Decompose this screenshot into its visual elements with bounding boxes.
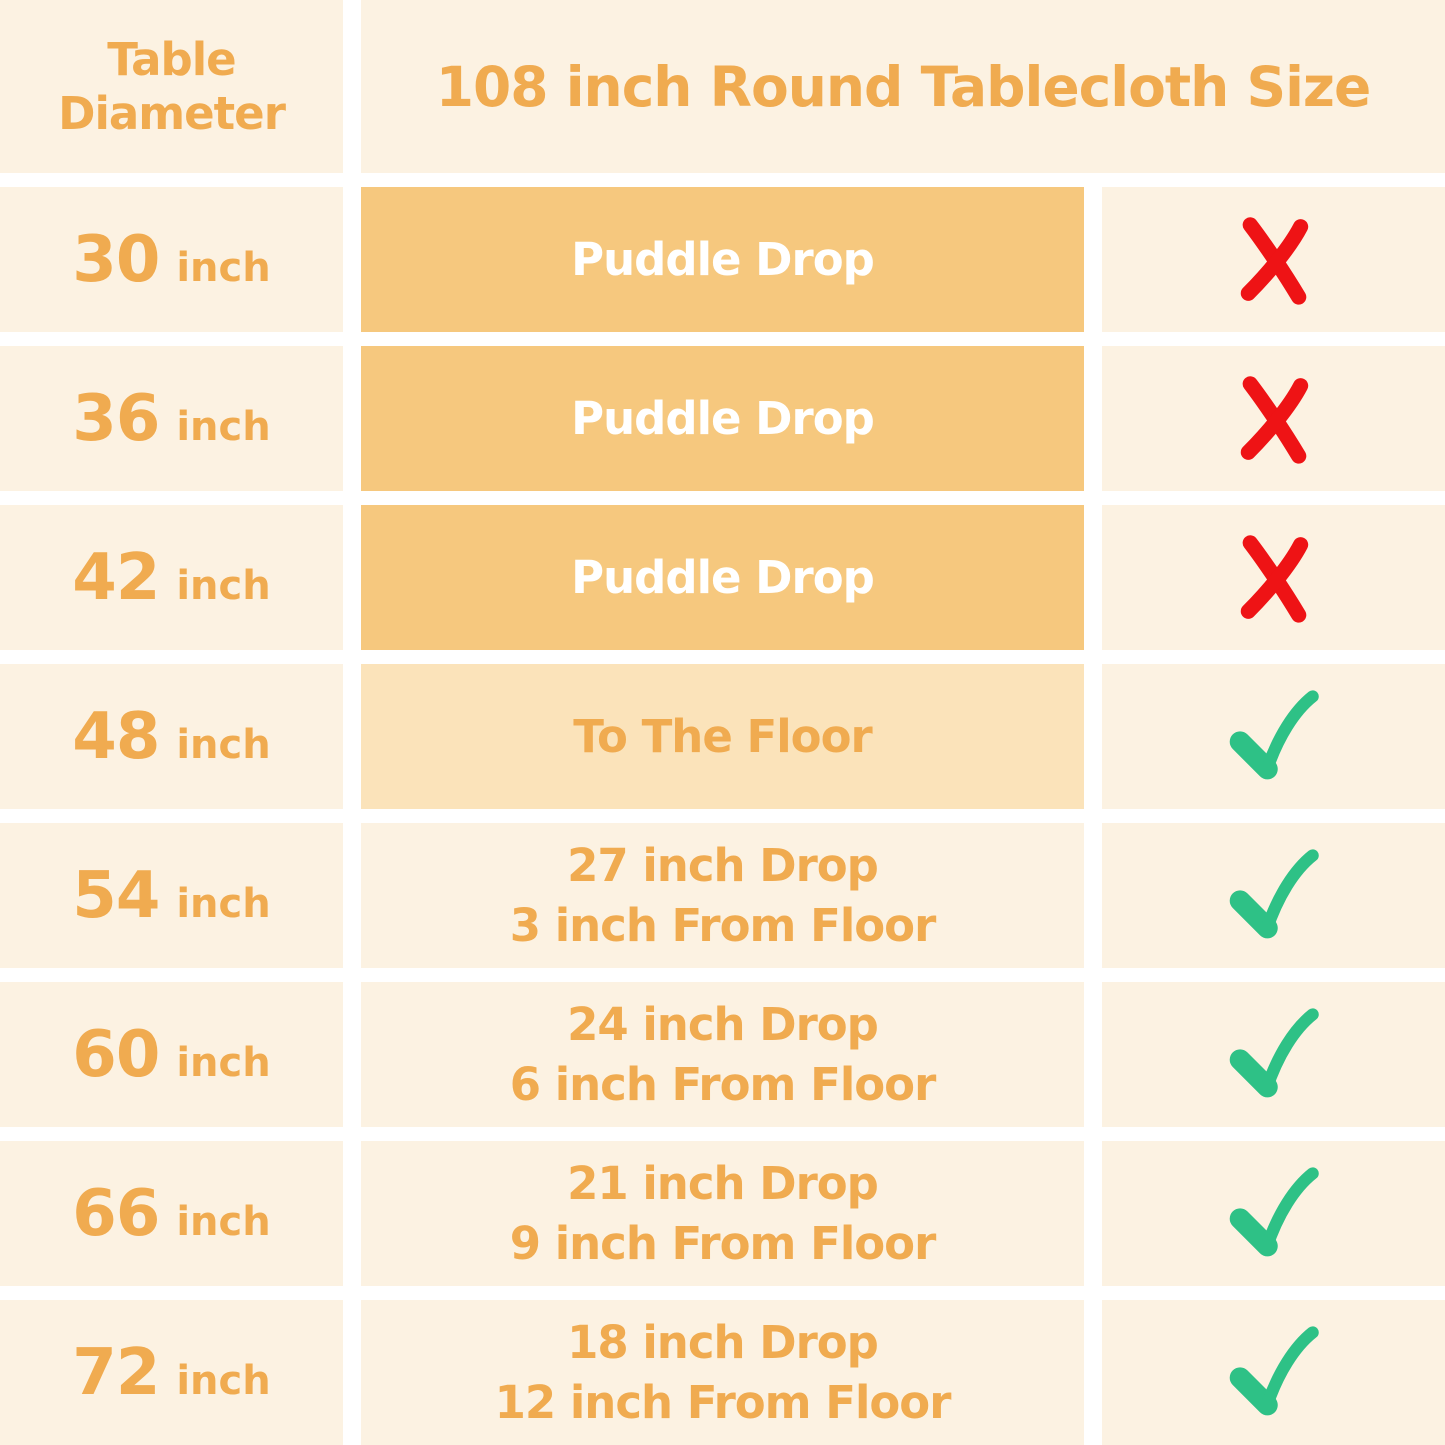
- fit-cell-48: To The Floor: [361, 664, 1084, 809]
- x-mark-icon: [1240, 534, 1308, 623]
- fit-line2: 6 inch From Floor: [509, 1057, 937, 1111]
- x-mark-icon: [1240, 375, 1308, 464]
- header-cell-table-diameter: Table Diameter: [0, 0, 343, 173]
- diameter-unit: inch: [176, 1039, 271, 1086]
- check-mark-icon: [1229, 848, 1319, 938]
- mark-cell-72: [1102, 1300, 1445, 1445]
- diameter-unit: inch: [176, 562, 271, 609]
- fit-line1: 18 inch Drop: [567, 1316, 879, 1370]
- diameter-value: 60: [72, 1017, 160, 1092]
- fit-label: To The Floor: [573, 707, 872, 766]
- fit-cell-72: 18 inch Drop 12 inch From Floor: [361, 1300, 1084, 1445]
- fit-line1: 27 inch Drop: [567, 839, 879, 893]
- diameter-unit: inch: [176, 403, 271, 450]
- diameter-label: 30 inch: [72, 223, 270, 297]
- mark-cell-36: [1102, 346, 1445, 491]
- check-mark-icon: [1229, 1007, 1319, 1097]
- x-mark-icon: [1240, 216, 1308, 305]
- diameter-label: 54 inch: [72, 859, 270, 933]
- table-diameter-heading: Table Diameter: [58, 33, 286, 140]
- fit-cell-30: Puddle Drop: [361, 187, 1084, 332]
- header-cell-title: 108 inch Round Tablecloth Size: [361, 0, 1445, 173]
- fit-line1: Puddle Drop: [571, 550, 875, 604]
- diameter-cell-42: 42 inch: [0, 505, 343, 650]
- diameter-unit: inch: [176, 880, 271, 927]
- fit-line1: Puddle Drop: [571, 232, 875, 286]
- table-diameter-heading-line2: Diameter: [58, 86, 286, 140]
- diameter-unit: inch: [176, 1357, 271, 1404]
- mark-cell-54: [1102, 823, 1445, 968]
- diameter-unit: inch: [176, 1198, 271, 1245]
- diameter-value: 42: [72, 540, 160, 615]
- fit-label: Puddle Drop: [571, 548, 875, 607]
- fit-line1: To The Floor: [573, 709, 872, 763]
- fit-line2: 3 inch From Floor: [509, 898, 937, 952]
- fit-line1: 21 inch Drop: [567, 1157, 879, 1211]
- chart-title: 108 inch Round Tablecloth Size: [435, 54, 1372, 119]
- diameter-value: 66: [72, 1176, 160, 1251]
- fit-cell-36: Puddle Drop: [361, 346, 1084, 491]
- diameter-cell-72: 72 inch: [0, 1300, 343, 1445]
- diameter-cell-30: 30 inch: [0, 187, 343, 332]
- fit-line1: Puddle Drop: [571, 391, 875, 445]
- check-mark-icon: [1229, 1166, 1319, 1256]
- diameter-label: 60 inch: [72, 1018, 270, 1092]
- fit-label: Puddle Drop: [571, 389, 875, 448]
- fit-label: 21 inch Drop 9 inch From Floor: [509, 1154, 937, 1273]
- diameter-cell-54: 54 inch: [0, 823, 343, 968]
- diameter-value: 54: [72, 858, 160, 933]
- diameter-label: 48 inch: [72, 700, 270, 774]
- fit-cell-54: 27 inch Drop 3 inch From Floor: [361, 823, 1084, 968]
- diameter-label: 72 inch: [72, 1336, 270, 1410]
- diameter-cell-36: 36 inch: [0, 346, 343, 491]
- diameter-label: 66 inch: [72, 1177, 270, 1251]
- fit-cell-66: 21 inch Drop 9 inch From Floor: [361, 1141, 1084, 1286]
- fit-line1: 24 inch Drop: [567, 998, 879, 1052]
- mark-cell-42: [1102, 505, 1445, 650]
- fit-line2: 12 inch From Floor: [494, 1375, 952, 1429]
- diameter-label: 36 inch: [72, 382, 270, 456]
- fit-label: Puddle Drop: [571, 230, 875, 289]
- diameter-value: 30: [72, 222, 160, 297]
- mark-cell-30: [1102, 187, 1445, 332]
- mark-cell-66: [1102, 1141, 1445, 1286]
- mark-cell-60: [1102, 982, 1445, 1127]
- diameter-unit: inch: [176, 721, 271, 768]
- fit-label: 18 inch Drop 12 inch From Floor: [494, 1313, 952, 1432]
- diameter-unit: inch: [176, 244, 271, 291]
- diameter-label: 42 inch: [72, 541, 270, 615]
- fit-label: 27 inch Drop 3 inch From Floor: [509, 836, 937, 955]
- diameter-cell-60: 60 inch: [0, 982, 343, 1127]
- fit-cell-42: Puddle Drop: [361, 505, 1084, 650]
- fit-cell-60: 24 inch Drop 6 inch From Floor: [361, 982, 1084, 1127]
- fit-label: 24 inch Drop 6 inch From Floor: [509, 995, 937, 1114]
- diameter-value: 36: [72, 381, 160, 456]
- fit-line2: 9 inch From Floor: [509, 1216, 937, 1270]
- table-diameter-heading-line1: Table: [107, 33, 236, 87]
- diameter-value: 72: [72, 1335, 160, 1410]
- diameter-cell-48: 48 inch: [0, 664, 343, 809]
- mark-cell-48: [1102, 664, 1445, 809]
- diameter-value: 48: [72, 699, 160, 774]
- check-mark-icon: [1229, 689, 1319, 779]
- check-mark-icon: [1229, 1325, 1319, 1415]
- diameter-cell-66: 66 inch: [0, 1141, 343, 1286]
